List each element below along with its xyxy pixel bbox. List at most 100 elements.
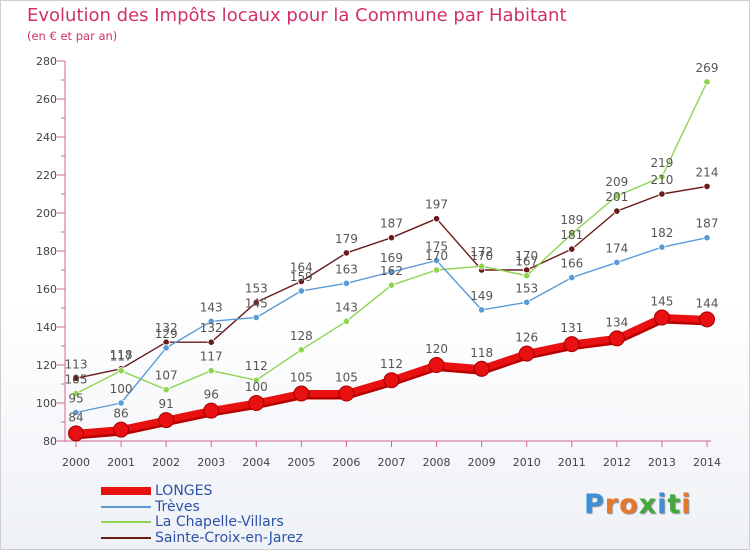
data-point [383,372,400,389]
data-point [658,190,666,198]
data-point [293,385,310,402]
data-point [387,234,396,242]
data-label: 210 [650,173,673,187]
data-label: 179 [335,232,358,246]
data-label: 219 [650,156,673,170]
x-tick-label: 2006 [332,456,360,469]
data-label: 166 [560,257,583,271]
chart-subtitle: (en € et par an) [27,29,118,43]
data-point [432,215,441,223]
data-point [158,412,175,429]
data-point [563,336,580,353]
data-label: 167 [515,255,538,269]
series-layer [68,78,715,442]
data-label: 112 [380,357,403,371]
data-label: 162 [380,264,403,278]
data-point [342,249,351,257]
x-tick-label: 2009 [468,456,496,469]
data-label: 132 [155,321,178,335]
data-label: 143 [200,300,223,314]
data-label: 118 [110,348,133,362]
data-point [523,272,531,280]
data-point [478,306,486,314]
data-point [207,367,215,375]
data-point [72,389,80,398]
y-tick-label: 160 [36,283,57,296]
data-label: 175 [425,240,448,254]
data-label: 129 [155,327,178,341]
data-label: 269 [696,61,719,75]
x-tick-label: 2012 [603,456,631,469]
legend-label: Sainte-Croix-en-Jarez [155,529,303,546]
series-tr-ves [72,234,711,417]
data-point [703,182,711,190]
legend-swatch [101,521,151,523]
series-sainte-croix-en-jarez [72,182,711,382]
y-tick-label: 260 [36,93,57,106]
data-label: 201 [605,190,628,204]
legend-swatch [101,536,151,539]
data-point [653,309,670,326]
data-label: 118 [470,346,493,360]
series-la-chapelle-villars [72,78,711,398]
data-point [703,78,711,86]
data-point [568,230,576,238]
data-point [613,192,621,200]
x-tick-label: 2001 [107,456,135,469]
data-label: 96 [204,388,219,402]
data-label: 214 [696,165,719,179]
data-label: 86 [113,407,128,421]
data-label: 187 [380,217,403,231]
data-label: 187 [696,217,719,231]
data-label: 145 [245,297,268,311]
data-point [342,279,351,287]
data-point [568,273,576,282]
legend-label: LONGES [155,483,213,499]
data-point [568,245,576,253]
data-point [207,338,215,346]
data-label: 153 [515,281,538,295]
data-label: 153 [245,281,268,295]
data-point [432,256,441,265]
data-point [252,313,260,322]
x-tick-label: 2014 [693,456,721,469]
x-tick-label: 2010 [513,456,541,469]
data-point [68,425,84,442]
data-label: 189 [560,213,583,227]
y-tick-label: 220 [36,169,57,182]
data-label: 143 [335,300,358,314]
data-point [113,421,130,438]
data-label: 149 [470,289,493,303]
x-tick-label: 2002 [152,456,180,469]
data-label: 107 [155,369,178,383]
data-label: 209 [605,175,628,189]
y-tick-label: 140 [36,321,57,334]
data-point [387,268,396,276]
data-point [117,367,125,375]
data-label: 113 [65,357,88,371]
data-point [658,243,666,251]
data-point [252,376,260,384]
data-label: 182 [650,226,673,240]
data-label: 170 [515,249,538,263]
chart-title: Evolution des Impôts locaux pour la Comm… [27,5,567,26]
data-label: 95 [68,392,83,406]
x-tick-label: 2013 [648,456,676,469]
data-label: 170 [470,249,493,263]
y-tick-label: 80 [43,435,57,448]
data-point [658,173,666,181]
data-label: 128 [290,329,313,343]
data-point [162,386,170,394]
data-label: 105 [335,371,358,385]
x-tick-label: 2003 [197,456,225,469]
data-point [117,399,125,407]
x-tick-label: 2007 [378,456,406,469]
x-tick-label: 2005 [287,456,315,469]
y-tick-label: 100 [36,397,57,410]
data-label: 181 [560,228,583,242]
data-label: 84 [68,410,83,424]
data-point [699,311,715,328]
data-label: 174 [605,241,628,255]
